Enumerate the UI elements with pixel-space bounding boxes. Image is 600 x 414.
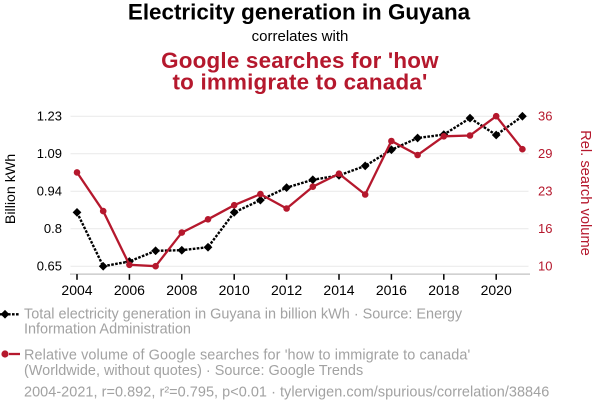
svg-text:36: 36 — [538, 109, 552, 124]
svg-text:2006: 2006 — [114, 282, 145, 298]
svg-text:0.65: 0.65 — [37, 259, 62, 274]
svg-text:Relative volume of Google sear: Relative volume of Google searches for '… — [24, 348, 471, 364]
svg-text:1.23: 1.23 — [37, 109, 62, 124]
svg-text:2020: 2020 — [481, 282, 512, 298]
svg-text:Rel. search volume: Rel. search volume — [577, 130, 593, 256]
svg-text:2004: 2004 — [61, 282, 92, 298]
svg-text:Billion kWh: Billion kWh — [3, 154, 19, 224]
svg-text:to immigrate to canada': to immigrate to canada' — [172, 69, 427, 94]
svg-text:2004-2021, r=0.892, r²=0.795,: 2004-2021, r=0.892, r²=0.795, p<0.01 · t… — [24, 384, 549, 400]
svg-text:Google searches for 'how: Google searches for 'how — [161, 48, 439, 73]
svg-text:Information Administration: Information Administration — [24, 322, 191, 338]
svg-text:16: 16 — [538, 221, 552, 236]
svg-text:2016: 2016 — [376, 282, 407, 298]
svg-text:correlates with: correlates with — [252, 28, 349, 45]
svg-text:1.09: 1.09 — [37, 146, 62, 161]
svg-text:2010: 2010 — [219, 282, 250, 298]
svg-text:2012: 2012 — [271, 282, 302, 298]
svg-text:2014: 2014 — [323, 282, 354, 298]
svg-text:29: 29 — [538, 146, 552, 161]
svg-text:2008: 2008 — [166, 282, 197, 298]
svg-text:0.8: 0.8 — [44, 221, 62, 236]
svg-text:Total electricity generation i: Total electricity generation in Guyana i… — [24, 306, 463, 322]
svg-text:23: 23 — [538, 184, 552, 199]
svg-text:2018: 2018 — [428, 282, 459, 298]
svg-text:(Worldwide, without quotes) ·: (Worldwide, without quotes) · Source: Go… — [24, 363, 363, 379]
svg-text:10: 10 — [538, 259, 552, 274]
svg-text:0.94: 0.94 — [37, 184, 62, 199]
svg-text:Electricity generation in Guya: Electricity generation in Guyana — [128, 0, 471, 24]
